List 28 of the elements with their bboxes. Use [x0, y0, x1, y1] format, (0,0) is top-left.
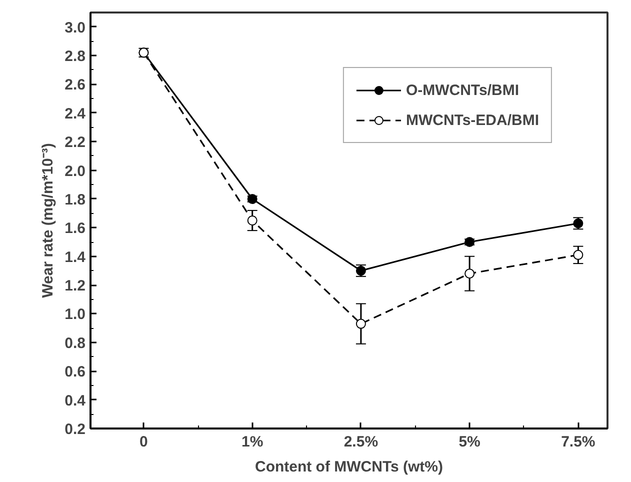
x-axis-title: Content of MWCNTs (wt%) — [254, 458, 444, 476]
y-tick-label: 2.4 — [64, 105, 86, 122]
x-tick-label: 7.5% — [561, 434, 596, 450]
x-tick-label: 5% — [458, 434, 480, 450]
point — [356, 318, 366, 329]
y-tick-label: 1.6 — [64, 220, 86, 238]
legend-label: O-MWCNTs/BMI — [406, 82, 519, 98]
y-tick-label: 1.2 — [64, 278, 86, 295]
point — [247, 216, 258, 226]
y-tick-label: 0.2 — [64, 421, 86, 438]
y-tick-label: 3.0 — [64, 19, 86, 36]
y-tick-label: 2.0 — [64, 162, 86, 180]
y-tick-label: 2.8 — [64, 48, 86, 66]
y-tick-label: 0.4 — [64, 392, 86, 410]
y-tick-label: 1.4 — [64, 248, 86, 266]
x-tick-label: 2.5% — [344, 434, 378, 450]
point — [464, 268, 475, 279]
x-tick-label: 1% — [241, 434, 264, 450]
legend-label: MWCNTs-EDA/BMI — [406, 112, 539, 128]
y-tick-label: 0.6 — [64, 364, 86, 381]
y-axis-title: Wear rate (mg/m*10⁻³) — [40, 143, 57, 298]
y-tick-label: 2.2 — [64, 134, 86, 152]
point — [573, 250, 584, 260]
y-tick-label: 2.6 — [64, 76, 86, 94]
y-tick-label: 0.8 — [64, 334, 86, 352]
y-tick-label: 1.0 — [64, 306, 86, 324]
y-tick-label: 1.8 — [64, 191, 86, 208]
x-tick-label: 0 — [140, 434, 148, 450]
